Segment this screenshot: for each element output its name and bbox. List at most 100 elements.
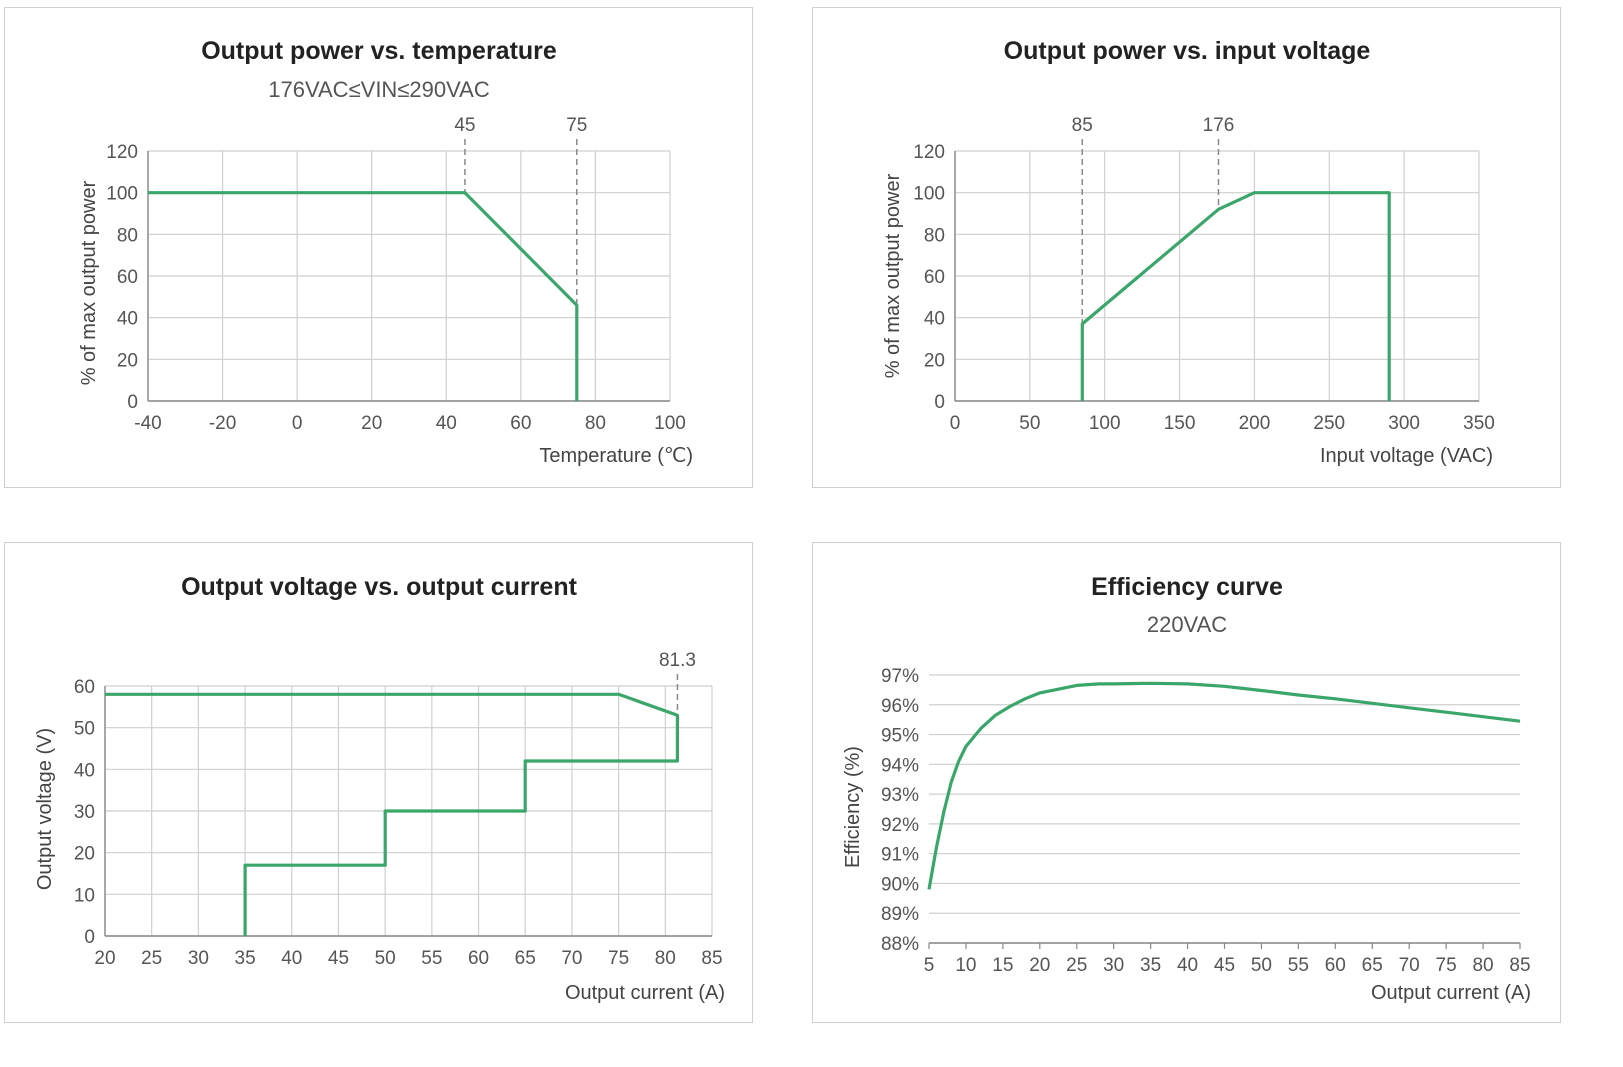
y-tick-label: 120 bbox=[913, 142, 945, 163]
chart-panel-temperature: Output power vs. temperature 176VAC≤VIN≤… bbox=[4, 7, 753, 488]
x-tick-label: 0 bbox=[292, 413, 303, 434]
x-tick-label: 65 bbox=[515, 948, 536, 969]
y-tick-label: 20 bbox=[117, 350, 138, 371]
y-tick-label: 80 bbox=[117, 225, 138, 246]
x-tick-label: 60 bbox=[510, 413, 531, 434]
y-tick-label: 60 bbox=[924, 267, 945, 288]
chart-panel-output-voltage-current: Output voltage vs. output current Output… bbox=[4, 542, 753, 1023]
x-tick-label: 150 bbox=[1164, 413, 1196, 434]
x-tick-label: 0 bbox=[950, 413, 961, 434]
x-tick-label: 40 bbox=[436, 413, 457, 434]
x-tick-label: 40 bbox=[281, 948, 302, 969]
reference-line-label: 45 bbox=[454, 115, 475, 136]
series-line bbox=[1080, 191, 1391, 401]
y-tick-label: 90% bbox=[881, 874, 919, 895]
chart-title: Output power vs. temperature bbox=[201, 37, 557, 65]
y-tick-label: 92% bbox=[881, 815, 919, 836]
chart-title: Output power vs. input voltage bbox=[1004, 37, 1371, 65]
y-axis-label: Output voltage (V) bbox=[34, 728, 56, 890]
y-axis-label: % of max output power bbox=[882, 173, 904, 378]
x-tick-label: 20 bbox=[94, 948, 115, 969]
y-tick-label: 93% bbox=[881, 785, 919, 806]
x-tick-label: 55 bbox=[421, 948, 442, 969]
x-tick-label: 50 bbox=[375, 948, 396, 969]
chart-title: Efficiency curve bbox=[1091, 573, 1283, 601]
x-tick-label: 70 bbox=[561, 948, 582, 969]
y-tick-label: 40 bbox=[924, 309, 945, 330]
x-tick-label: 250 bbox=[1313, 413, 1345, 434]
chart-panel-input-voltage: Output power vs. input voltage Input vol… bbox=[812, 7, 1561, 488]
x-tick-label: 5 bbox=[924, 955, 935, 976]
y-tick-label: 20 bbox=[924, 350, 945, 371]
x-tick-label: 40 bbox=[1177, 955, 1198, 976]
y-tick-label: 96% bbox=[881, 696, 919, 717]
y-tick-label: 0 bbox=[934, 392, 945, 413]
x-tick-label: -20 bbox=[209, 413, 236, 434]
x-tick-label: 60 bbox=[1325, 955, 1346, 976]
y-axis-label: Efficiency (%) bbox=[842, 746, 864, 868]
x-tick-label: 55 bbox=[1288, 955, 1309, 976]
x-tick-label: 80 bbox=[1472, 955, 1493, 976]
x-axis-label: Input voltage (VAC) bbox=[1320, 445, 1493, 467]
x-tick-label: 75 bbox=[1436, 955, 1457, 976]
x-tick-label: 80 bbox=[655, 948, 676, 969]
x-tick-label: 65 bbox=[1362, 955, 1383, 976]
reference-line-label: 81.3 bbox=[659, 650, 696, 671]
series-line bbox=[148, 191, 579, 401]
series-line bbox=[105, 692, 680, 936]
x-tick-label: 350 bbox=[1463, 413, 1495, 434]
x-tick-label: 30 bbox=[188, 948, 209, 969]
y-tick-label: 10 bbox=[74, 885, 95, 906]
y-tick-label: 60 bbox=[117, 267, 138, 288]
x-tick-label: 35 bbox=[1140, 955, 1161, 976]
x-tick-label: 50 bbox=[1019, 413, 1040, 434]
reference-line-label: 176 bbox=[1203, 115, 1235, 136]
y-tick-label: 80 bbox=[924, 225, 945, 246]
x-tick-label: 50 bbox=[1251, 955, 1272, 976]
y-tick-label: 0 bbox=[84, 927, 95, 948]
y-tick-label: 97% bbox=[881, 666, 919, 687]
x-tick-label: 80 bbox=[585, 413, 606, 434]
series-line bbox=[927, 681, 1521, 890]
x-tick-label: 200 bbox=[1239, 413, 1271, 434]
x-tick-label: 100 bbox=[1089, 413, 1121, 434]
x-tick-label: 70 bbox=[1399, 955, 1420, 976]
x-tick-label: 25 bbox=[141, 948, 162, 969]
x-tick-label: 20 bbox=[361, 413, 382, 434]
y-tick-label: 88% bbox=[881, 934, 919, 955]
chart-subtitle: 220VAC bbox=[1147, 612, 1227, 637]
y-tick-label: 0 bbox=[127, 392, 138, 413]
y-tick-label: 50 bbox=[74, 719, 95, 740]
x-tick-label: 300 bbox=[1388, 413, 1420, 434]
x-tick-label: 45 bbox=[1214, 955, 1235, 976]
x-tick-label: -40 bbox=[134, 413, 161, 434]
y-tick-label: 100 bbox=[913, 184, 945, 205]
x-tick-label: 85 bbox=[701, 948, 722, 969]
y-tick-label: 95% bbox=[881, 726, 919, 747]
y-tick-label: 89% bbox=[881, 904, 919, 925]
chart-svg-2: Output voltage vs. output current Output… bbox=[34, 573, 725, 1004]
x-tick-label: 25 bbox=[1066, 955, 1087, 976]
x-axis-label: Temperature (℃) bbox=[539, 445, 693, 467]
chart-svg-3: Efficiency curve 220VAC Output current (… bbox=[842, 573, 1531, 1004]
y-axis-label: % of max output power bbox=[78, 180, 100, 385]
x-tick-label: 75 bbox=[608, 948, 629, 969]
x-axis-label: Output current (A) bbox=[565, 982, 725, 1004]
x-tick-label: 35 bbox=[235, 948, 256, 969]
x-tick-label: 85 bbox=[1509, 955, 1530, 976]
y-tick-label: 91% bbox=[881, 845, 919, 866]
chart-svg-1: Output power vs. input voltage Input vol… bbox=[882, 37, 1495, 467]
y-tick-label: 20 bbox=[74, 844, 95, 865]
y-tick-label: 100 bbox=[106, 184, 138, 205]
chart-title: Output voltage vs. output current bbox=[181, 573, 578, 601]
chart-subtitle: 176VAC≤VIN≤290VAC bbox=[268, 77, 490, 102]
reference-line-label: 75 bbox=[566, 115, 587, 136]
x-tick-label: 20 bbox=[1029, 955, 1050, 976]
y-tick-label: 30 bbox=[74, 802, 95, 823]
chart-panel-efficiency: Efficiency curve 220VAC Output current (… bbox=[812, 542, 1561, 1023]
x-tick-label: 60 bbox=[468, 948, 489, 969]
y-tick-label: 40 bbox=[74, 760, 95, 781]
y-tick-label: 40 bbox=[117, 309, 138, 330]
x-tick-label: 15 bbox=[992, 955, 1013, 976]
y-tick-label: 94% bbox=[881, 755, 919, 776]
